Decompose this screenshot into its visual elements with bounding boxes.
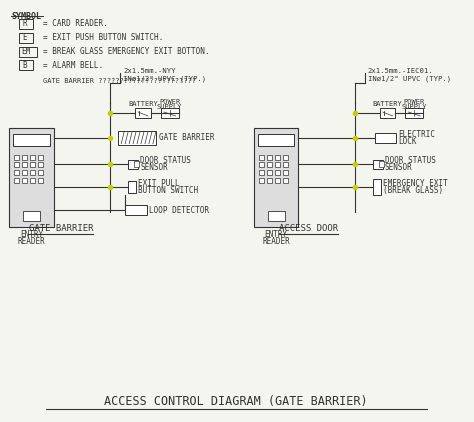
Bar [258,134,294,146]
Bar [259,154,264,160]
Bar [267,179,272,183]
Text: EXIT PULL: EXIT PULL [138,179,180,188]
Text: LOCK: LOCK [399,137,417,146]
Bar [128,160,138,169]
Bar [38,170,43,176]
Bar [283,179,288,183]
Bar [275,170,280,176]
Bar [22,162,27,168]
Bar [9,128,54,227]
Bar [267,170,272,176]
Text: POWER: POWER [159,99,180,105]
Text: ACCESS DOOR: ACCESS DOOR [279,225,338,233]
Text: DOOR STATUS: DOOR STATUS [140,156,191,165]
Text: READER: READER [18,237,46,246]
Text: GATE BARRIER ???????????????????????: GATE BARRIER ??????????????????????? [43,78,196,84]
Text: = CARD READER.: = CARD READER. [43,19,108,28]
Text: ACCESS CONTROL DIAGRAM (GATE BARRIER): ACCESS CONTROL DIAGRAM (GATE BARRIER) [104,395,368,408]
Bar [38,162,43,168]
Bar [275,154,280,160]
Text: SYMBOL: SYMBOL [11,12,41,21]
Text: = EXIT PUSH BUTTON SWITCH.: = EXIT PUSH BUTTON SWITCH. [43,33,163,42]
Bar [405,108,423,118]
Text: (BREAK GLASS): (BREAK GLASS) [383,186,443,195]
Bar [283,170,288,176]
Bar [38,179,43,183]
Bar [30,162,35,168]
Bar [259,162,264,168]
Bar [19,60,33,70]
Bar [14,170,19,176]
Bar [14,179,19,183]
Text: ELECTRIC: ELECTRIC [399,130,436,139]
Text: SUPPLY: SUPPLY [157,104,182,110]
Text: GATE BARRIER: GATE BARRIER [28,225,93,233]
Bar [268,211,284,221]
Text: R: R [22,19,27,28]
Bar [30,154,35,160]
Bar [22,170,27,176]
Bar [267,162,272,168]
Bar [14,162,19,168]
Text: DOOR STATUS: DOOR STATUS [384,156,436,165]
Bar [22,179,27,183]
Bar [30,170,35,176]
Bar [19,19,33,29]
Bar [379,162,383,168]
Bar [373,160,383,169]
Bar [14,154,19,160]
Text: SENSOR: SENSOR [140,163,168,172]
Bar [128,181,136,193]
Bar [19,46,37,57]
Bar [373,179,381,195]
Bar [118,131,156,145]
Text: ENTRY: ENTRY [264,230,288,239]
Text: B: B [22,61,27,70]
Text: INø1/2" UPVC (TYP.): INø1/2" UPVC (TYP.) [123,75,206,81]
Bar [23,211,40,221]
Bar [19,33,33,43]
Text: EM: EM [21,47,30,56]
Bar [22,154,27,160]
Bar [13,134,50,146]
Text: 2x1.5mm.-NYY: 2x1.5mm.-NYY [123,68,176,74]
Text: 2x1.5mm.-IEC01.: 2x1.5mm.-IEC01. [368,68,433,74]
Text: BATTERY: BATTERY [128,101,158,107]
Text: READER: READER [262,237,290,246]
Bar [283,162,288,168]
Text: GATE BARRIER: GATE BARRIER [159,133,214,142]
Bar [38,154,43,160]
Bar [134,162,139,168]
Text: ENTRY: ENTRY [20,230,43,239]
Bar [275,179,280,183]
Text: BATTERY: BATTERY [373,101,402,107]
Text: POWER: POWER [404,99,425,105]
Text: LOOP DETECTOR: LOOP DETECTOR [149,206,209,214]
Bar [380,108,395,118]
Bar [275,162,280,168]
Bar [283,154,288,160]
Text: = ALARM BELL.: = ALARM BELL. [43,61,103,70]
Bar [254,128,299,227]
Bar [161,108,179,118]
Text: INø1/2" UPVC (TYP.): INø1/2" UPVC (TYP.) [368,75,451,81]
Bar [125,205,147,215]
Bar [259,179,264,183]
Bar [135,108,151,118]
Text: = BREAK GLASS EMERGENCY EXIT BOTTON.: = BREAK GLASS EMERGENCY EXIT BOTTON. [43,47,210,56]
Bar [30,179,35,183]
Text: SUPPLY: SUPPLY [401,104,427,110]
Text: E: E [22,33,27,42]
Bar [375,133,396,143]
Text: BUTTON SWITCH: BUTTON SWITCH [138,186,198,195]
Text: EMERGENCY EXIT: EMERGENCY EXIT [383,179,447,188]
Bar [259,170,264,176]
Bar [267,154,272,160]
Text: SENSOR: SENSOR [384,163,412,172]
